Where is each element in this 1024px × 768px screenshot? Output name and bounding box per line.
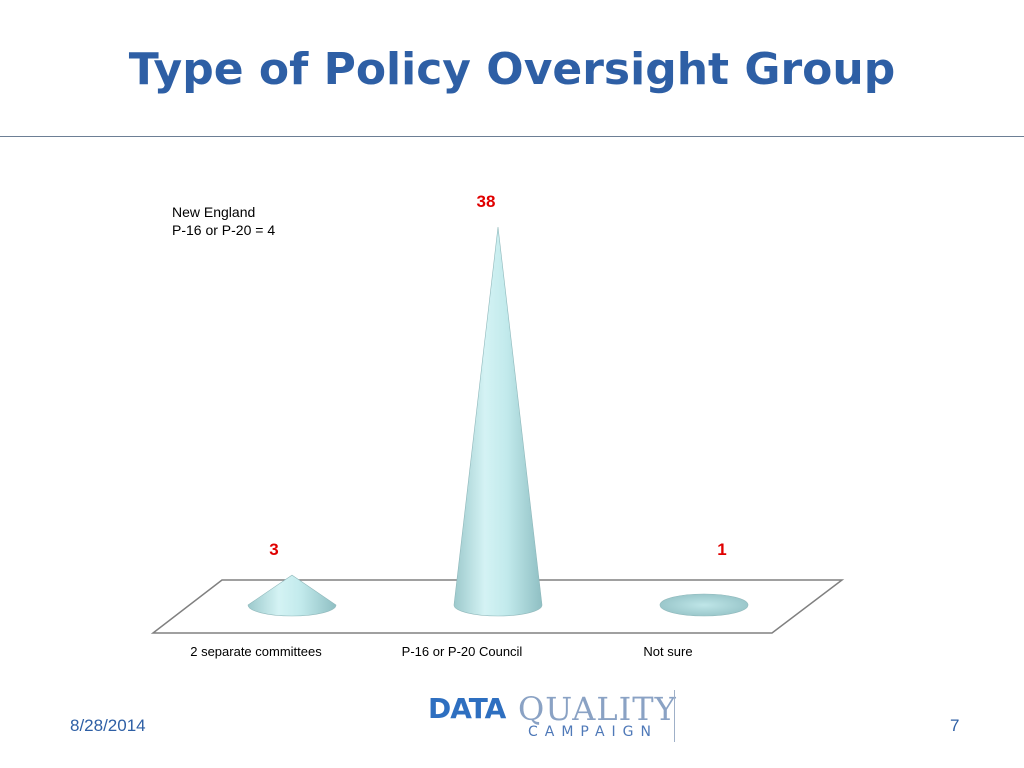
value-label-2: 38 xyxy=(477,192,496,211)
cone-3 xyxy=(659,593,749,617)
page-number: 7 xyxy=(950,716,960,735)
category-label-3: Not sure xyxy=(643,644,692,659)
slide-date: 8/28/2014 xyxy=(70,716,146,735)
cone-2 xyxy=(453,226,543,617)
logo-divider xyxy=(674,690,675,742)
title-divider xyxy=(0,136,1024,137)
chart-annotation: New England P-16 or P-20 = 4 xyxy=(172,203,275,239)
logo-word-campaign: CAMPAIGN xyxy=(528,724,659,740)
category-label-2: P-16 or P-20 Council xyxy=(402,644,523,659)
logo-word-data: DATA xyxy=(428,692,506,725)
cone-chart: 3 38 1 2 separate committees P-16 or P-20 C… xyxy=(150,192,845,659)
value-label-1: 3 xyxy=(269,540,278,559)
value-label-3: 1 xyxy=(717,540,726,559)
cone-1 xyxy=(247,574,337,617)
category-label-1: 2 separate committees xyxy=(190,644,322,659)
annotation-line-2: P-16 or P-20 = 4 xyxy=(172,222,276,238)
annotation-line-1: New England xyxy=(172,204,256,220)
logo-word-quality: QUALITY xyxy=(518,690,677,728)
slide-title: Type of Policy Oversight Group xyxy=(128,44,896,95)
data-quality-campaign-logo: DATA QUALITY CAMPAIGN xyxy=(428,690,688,746)
